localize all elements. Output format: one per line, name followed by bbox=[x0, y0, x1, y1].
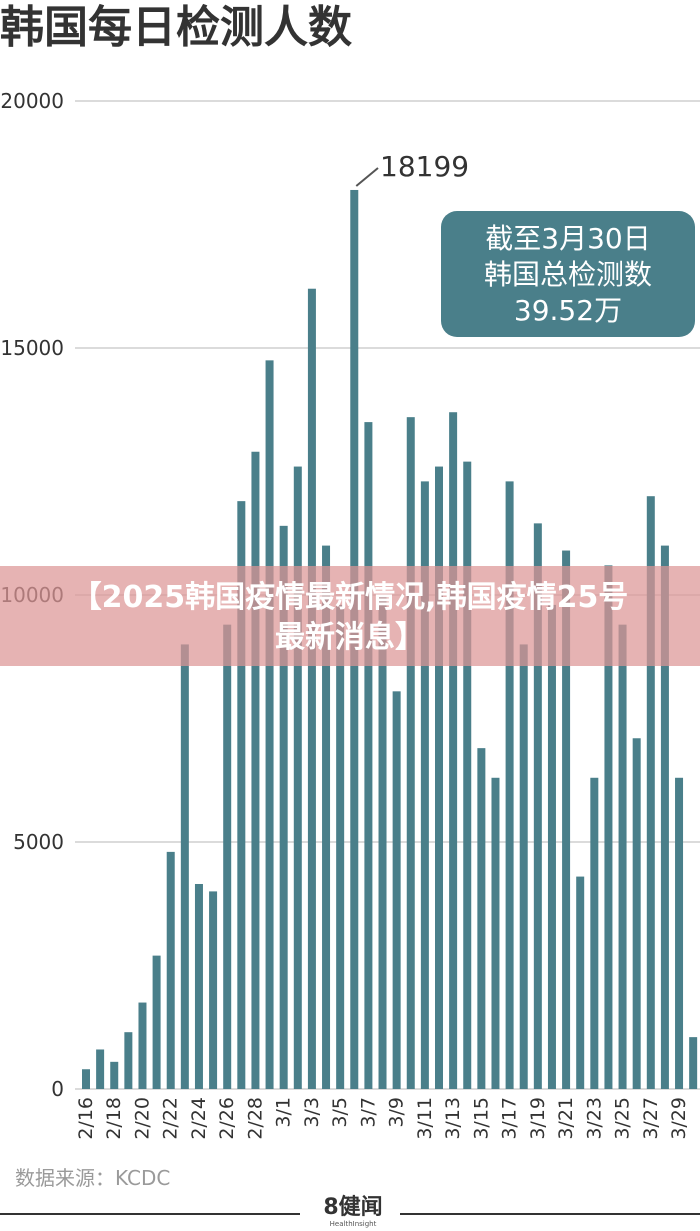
headline-banner: 【2025韩国疫情最新情况,韩国疫情25号 最新消息】 bbox=[0, 566, 700, 666]
y-tick-label: 5000 bbox=[13, 830, 64, 854]
x-tick-label: 2/16 bbox=[75, 1097, 97, 1140]
banner-line-2: 最新消息】 bbox=[275, 620, 425, 655]
bar bbox=[152, 955, 161, 1089]
bar bbox=[279, 525, 288, 1089]
brand-logo: 8健闻 HealthInsight bbox=[318, 1196, 388, 1231]
x-tick-label: 2/24 bbox=[188, 1097, 210, 1140]
bar bbox=[293, 466, 302, 1089]
footer-divider-left bbox=[0, 1213, 300, 1215]
bar bbox=[82, 1069, 90, 1089]
x-tick-label: 3/23 bbox=[583, 1097, 605, 1140]
data-source: 数据来源：KCDC bbox=[15, 1166, 171, 1190]
bar bbox=[265, 360, 274, 1090]
callout-line-value: 39.52万 bbox=[513, 294, 623, 327]
bar bbox=[590, 777, 599, 1089]
annotation-leader bbox=[355, 167, 379, 187]
bar bbox=[519, 644, 528, 1089]
y-tick-label: 20000 bbox=[0, 89, 64, 113]
bar bbox=[604, 565, 613, 1089]
bar bbox=[336, 604, 345, 1089]
x-tick-label: 2/18 bbox=[103, 1097, 125, 1140]
bar bbox=[166, 851, 175, 1089]
bar bbox=[124, 1032, 133, 1089]
bar bbox=[477, 748, 486, 1089]
bar bbox=[364, 422, 373, 1090]
bar bbox=[463, 461, 472, 1089]
bar bbox=[420, 481, 429, 1089]
peak-annotation-label: 18199 bbox=[380, 150, 469, 183]
bar bbox=[223, 624, 232, 1089]
bar bbox=[646, 496, 655, 1089]
bar bbox=[576, 876, 585, 1089]
bar bbox=[505, 481, 514, 1089]
banner-line-1: 【2025韩国疫情最新情况,韩国疫情25号 bbox=[71, 580, 629, 615]
x-tick-label: 2/22 bbox=[160, 1097, 182, 1140]
x-tick-label: 3/27 bbox=[640, 1097, 662, 1140]
bar bbox=[547, 604, 556, 1089]
x-tick-label: 2/20 bbox=[131, 1097, 153, 1140]
bar bbox=[392, 691, 401, 1089]
x-tick-label: 3/13 bbox=[442, 1097, 464, 1140]
y-tick-label: 15000 bbox=[0, 336, 64, 360]
x-tick-label: 3/21 bbox=[555, 1097, 577, 1140]
x-tick-label: 3/17 bbox=[499, 1097, 521, 1140]
bar bbox=[491, 777, 500, 1089]
bar bbox=[449, 412, 458, 1090]
bar bbox=[689, 1037, 698, 1089]
bar bbox=[618, 624, 627, 1089]
bar bbox=[307, 288, 316, 1090]
chart-title: 韩国每日检测人数 bbox=[0, 2, 352, 53]
bar bbox=[533, 523, 542, 1089]
x-tick-label: 3/1 bbox=[273, 1097, 295, 1128]
bar bbox=[251, 451, 260, 1089]
x-tick-label: 3/19 bbox=[527, 1097, 549, 1140]
footer-divider-right bbox=[400, 1213, 700, 1215]
bar bbox=[632, 738, 641, 1089]
x-tick-label: 2/26 bbox=[216, 1097, 238, 1140]
x-tick-label: 3/9 bbox=[386, 1097, 408, 1128]
bar bbox=[378, 595, 387, 1089]
logo-subtext: HealthInsight bbox=[329, 1220, 377, 1228]
x-tick-label: 3/11 bbox=[414, 1097, 436, 1140]
x-tick-label: 3/29 bbox=[668, 1097, 690, 1140]
total-tests-callout: 截至3月30日 韩国总检测数 39.52万 bbox=[441, 211, 695, 337]
bar bbox=[435, 466, 443, 1089]
x-tick-label: 2/28 bbox=[244, 1097, 266, 1140]
bar bbox=[110, 1061, 119, 1089]
y-tick-label: 0 bbox=[51, 1077, 64, 1101]
x-tick-label: 3/15 bbox=[470, 1097, 492, 1140]
bar bbox=[96, 1049, 105, 1089]
x-tick-label: 3/25 bbox=[612, 1097, 634, 1140]
bar bbox=[138, 1002, 147, 1089]
bar bbox=[675, 777, 684, 1089]
x-tick-label: 3/7 bbox=[357, 1097, 379, 1128]
callout-line-label: 韩国总检测数 bbox=[483, 258, 652, 291]
bar bbox=[194, 883, 203, 1089]
callout-line-date: 截至3月30日 bbox=[485, 222, 651, 255]
bar bbox=[322, 545, 331, 1089]
bar bbox=[406, 417, 415, 1089]
bar bbox=[660, 545, 669, 1089]
bar bbox=[562, 550, 571, 1089]
bar bbox=[180, 644, 189, 1089]
bar bbox=[237, 501, 246, 1089]
bar bbox=[209, 891, 218, 1089]
x-tick-label: 3/3 bbox=[301, 1097, 323, 1128]
logo-text: 8健闻 bbox=[323, 1195, 383, 1220]
x-tick-label: 3/5 bbox=[329, 1097, 351, 1128]
